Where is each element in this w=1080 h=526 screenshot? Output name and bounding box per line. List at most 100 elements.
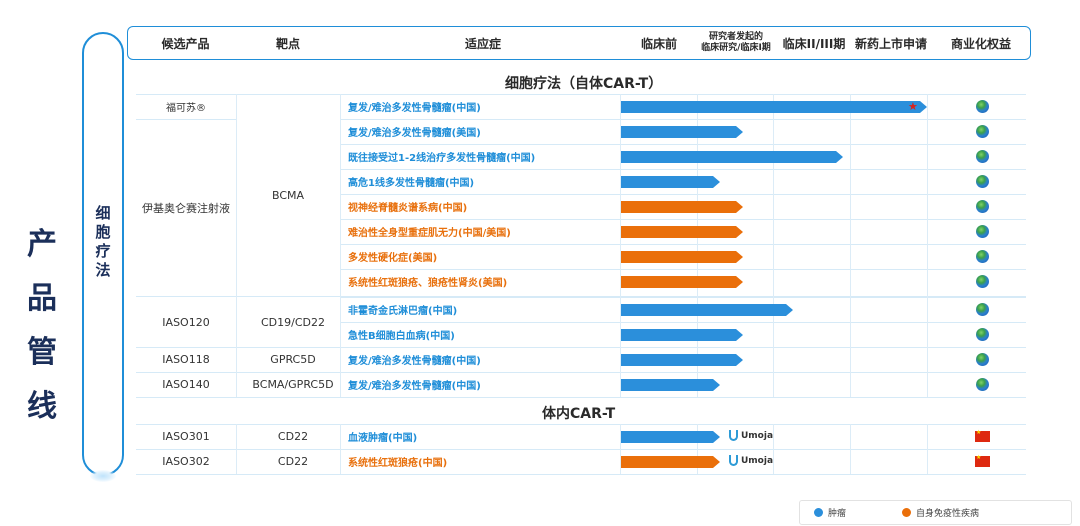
column-divider	[620, 94, 621, 397]
pipeline-title-char: 线	[27, 389, 57, 424]
column-divider	[697, 94, 698, 397]
column-divider	[236, 424, 237, 474]
header-iit-line1: 研究者发起的	[708, 32, 763, 42]
indication-divider	[340, 449, 1026, 450]
globe-icon	[976, 275, 989, 288]
progress-bar-arrow	[836, 151, 843, 163]
umoja-logo-icon	[729, 455, 738, 466]
indication-label: 复发/难治多发性骨髓瘤(中国)	[348, 356, 481, 367]
progress-bar	[621, 379, 720, 391]
indication-label: 高危1线多发性骨髓瘤(中国)	[348, 178, 475, 189]
product-iaso301: IASO301	[162, 430, 210, 443]
progress-bar-arrow	[736, 354, 743, 366]
progress-bar	[621, 201, 743, 213]
column-divider	[236, 94, 237, 397]
row-divider	[136, 94, 1026, 95]
partner-logo: Umoja	[729, 430, 773, 441]
section-title-autologous: 细胞疗法（自体CAR-T）	[505, 76, 663, 92]
header-iit: 研究者发起的 临床研究/临床I期	[697, 27, 775, 59]
column-divider	[340, 424, 341, 474]
column-divider	[850, 424, 851, 474]
progress-bar	[621, 101, 927, 113]
globe-icon	[976, 150, 989, 163]
indication-label: 急性B细胞白血病(中国)	[348, 331, 455, 342]
progress-bar-arrow	[736, 329, 743, 341]
globe-icon	[976, 378, 989, 391]
progress-bar	[621, 304, 793, 316]
progress-bar-body	[621, 151, 836, 163]
indication-label: 难治性全身型重症肌无力(中国/美国)	[348, 228, 511, 239]
globe-icon	[976, 328, 989, 341]
table-header: 候选产品 靶点 适应症 临床前 研究者发起的 临床研究/临床I期 临床II/II…	[127, 26, 1031, 60]
progress-bar-body	[621, 201, 736, 213]
header-target: 靶点	[275, 36, 300, 51]
indication-label: 复发/难治多发性骨髓瘤(中国)	[348, 103, 481, 114]
progress-bar-body	[621, 354, 736, 366]
progress-bar-arrow	[713, 379, 720, 391]
column-divider	[850, 94, 851, 397]
pipeline-title-char: 管	[27, 335, 57, 370]
indication-divider	[340, 244, 1026, 245]
china-flag-icon	[975, 429, 990, 442]
indication-divider	[340, 269, 1026, 270]
indication-label: 非霍奇金氏淋巴瘤(中国)	[348, 306, 458, 317]
product-iaso120: IASO120	[162, 315, 210, 329]
indication-divider	[340, 322, 1026, 323]
globe-icon	[976, 175, 989, 188]
legend-dot-oncology	[814, 508, 823, 517]
legend-item-autoimmune: 自身免疫性疾病	[902, 501, 979, 524]
progress-bar	[621, 126, 743, 138]
column-divider	[927, 94, 928, 397]
header-phase23: 临床II/III期	[782, 36, 846, 51]
progress-bar-body	[621, 431, 713, 443]
product-iaso140: IASO140	[162, 378, 210, 391]
category-label: 细 胞 疗 法	[89, 204, 117, 280]
progress-bar-arrow	[920, 101, 927, 113]
target-cd22: CD22	[277, 430, 309, 443]
target-bcma: BCMA	[271, 188, 305, 202]
pipeline-title-char: 品	[27, 281, 57, 316]
progress-bar-body	[621, 226, 736, 238]
globe-icon	[976, 225, 989, 238]
star-icon: ★	[908, 100, 918, 113]
progress-bar	[621, 251, 743, 263]
progress-bar-body	[621, 251, 736, 263]
target-bcma-gprc5d: BCMA/GPRC5D	[252, 378, 334, 391]
partner-name: Umoja	[741, 430, 774, 441]
progress-bar-arrow	[736, 201, 743, 213]
column-divider	[340, 94, 341, 397]
umoja-logo-icon	[729, 430, 738, 441]
progress-bar-body	[621, 304, 786, 316]
globe-icon	[976, 100, 989, 113]
indication-label: 血液肿瘤(中国)	[348, 433, 418, 444]
indication-divider	[340, 219, 1026, 220]
china-flag-icon	[975, 454, 990, 467]
progress-bar	[621, 431, 720, 443]
section-title-in-vivo: 体内CAR-T	[542, 406, 616, 422]
indication-label: 复发/难治多发性骨髓瘤(美国)	[348, 128, 481, 139]
progress-bar-body	[621, 126, 736, 138]
progress-bar	[621, 354, 743, 366]
product-iaso302: IASO302	[162, 455, 210, 468]
target-cd22: CD22	[277, 455, 309, 468]
indication-divider	[340, 397, 1026, 398]
progress-bar-body	[621, 276, 736, 288]
column-divider	[620, 424, 621, 474]
indication-divider	[340, 144, 1026, 145]
progress-bar	[621, 456, 720, 468]
row-divider	[136, 296, 1026, 297]
indication-label: 视神经脊髓炎谱系病(中国)	[348, 203, 468, 214]
indication-label: 系统性红斑狼疮(中国)	[348, 458, 448, 469]
progress-bar	[621, 226, 743, 238]
header-rights: 商业化权益	[950, 36, 1011, 51]
globe-icon	[976, 125, 989, 138]
indication-divider	[340, 119, 1026, 120]
progress-bar-arrow	[713, 456, 720, 468]
progress-bar	[621, 176, 720, 188]
progress-bar-body	[621, 456, 713, 468]
indication-divider	[340, 424, 1026, 425]
header-indication: 适应症	[464, 36, 501, 51]
column-divider	[927, 424, 928, 474]
indication-divider	[340, 169, 1026, 170]
category-label-char: 法	[95, 261, 111, 279]
